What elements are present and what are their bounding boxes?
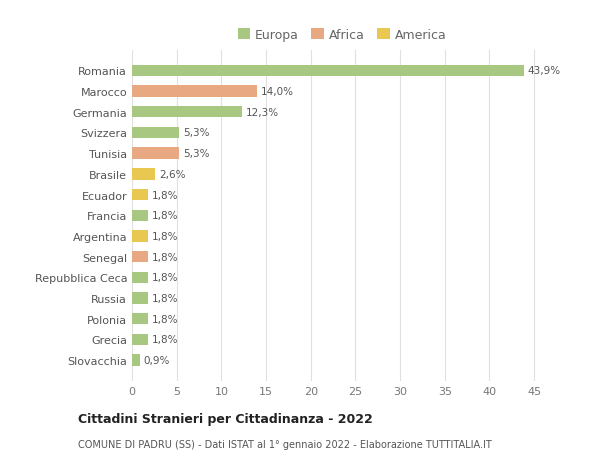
Text: 14,0%: 14,0%	[260, 87, 293, 97]
Bar	[132, 355, 140, 366]
Bar	[132, 86, 257, 97]
Text: 1,8%: 1,8%	[152, 211, 178, 221]
Bar	[132, 231, 148, 242]
Bar	[132, 169, 155, 180]
Bar	[132, 210, 148, 221]
Text: 1,8%: 1,8%	[152, 190, 178, 200]
Bar	[132, 293, 148, 304]
Bar	[132, 190, 148, 201]
Bar	[132, 148, 179, 159]
Text: 0,9%: 0,9%	[143, 355, 170, 365]
Text: 43,9%: 43,9%	[528, 66, 561, 76]
Bar	[132, 128, 179, 139]
Bar	[132, 313, 148, 325]
Text: 5,3%: 5,3%	[183, 128, 209, 138]
Bar	[132, 334, 148, 345]
Text: COMUNE DI PADRU (SS) - Dati ISTAT al 1° gennaio 2022 - Elaborazione TUTTITALIA.I: COMUNE DI PADRU (SS) - Dati ISTAT al 1° …	[78, 439, 492, 449]
Text: 1,8%: 1,8%	[152, 273, 178, 283]
Text: 1,8%: 1,8%	[152, 335, 178, 345]
Text: 1,8%: 1,8%	[152, 293, 178, 303]
Text: Cittadini Stranieri per Cittadinanza - 2022: Cittadini Stranieri per Cittadinanza - 2…	[78, 413, 373, 425]
Text: 2,6%: 2,6%	[159, 169, 185, 179]
Bar	[132, 252, 148, 263]
Bar	[132, 107, 242, 118]
Legend: Europa, Africa, America: Europa, Africa, America	[233, 24, 452, 47]
Text: 1,8%: 1,8%	[152, 231, 178, 241]
Text: 12,3%: 12,3%	[245, 107, 278, 118]
Text: 1,8%: 1,8%	[152, 252, 178, 262]
Bar	[132, 66, 524, 77]
Text: 5,3%: 5,3%	[183, 149, 209, 159]
Bar	[132, 272, 148, 283]
Text: 1,8%: 1,8%	[152, 314, 178, 324]
